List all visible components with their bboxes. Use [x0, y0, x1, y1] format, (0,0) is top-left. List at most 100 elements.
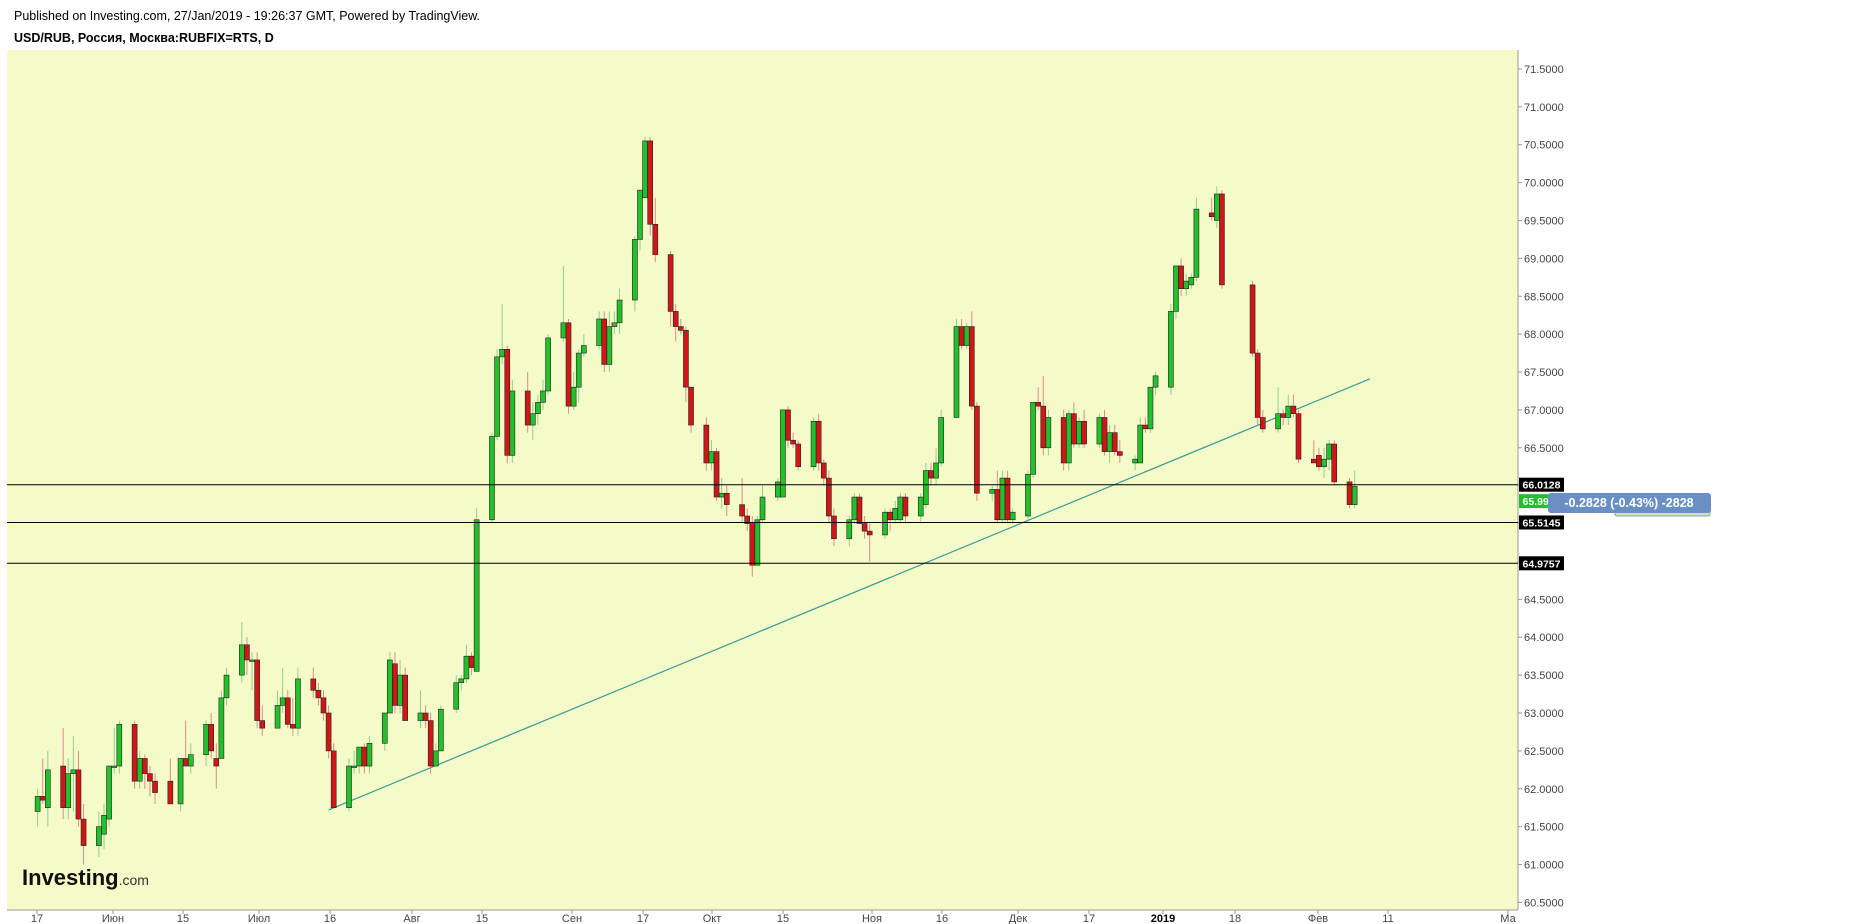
candle[interactable] — [1346, 478, 1353, 509]
candle[interactable] — [366, 735, 373, 774]
candle[interactable] — [177, 758, 184, 812]
candle[interactable] — [917, 493, 924, 524]
trend-line[interactable] — [328, 378, 1371, 811]
candle[interactable] — [1117, 440, 1123, 463]
candle[interactable] — [897, 493, 904, 524]
candle[interactable] — [509, 379, 516, 463]
candle[interactable] — [351, 750, 357, 774]
candle[interactable] — [1060, 409, 1067, 471]
candle[interactable] — [152, 773, 158, 804]
candle[interactable] — [616, 288, 623, 335]
candle[interactable] — [723, 485, 730, 516]
candle[interactable] — [1193, 197, 1200, 282]
candle[interactable] — [1249, 281, 1256, 357]
candle[interactable] — [647, 137, 653, 236]
candle[interactable] — [540, 379, 546, 410]
candle[interactable] — [504, 345, 511, 463]
candle[interactable] — [637, 189, 643, 251]
candle[interactable] — [795, 440, 802, 471]
candle[interactable] — [1025, 470, 1031, 520]
candle[interactable] — [116, 720, 123, 774]
candle[interactable] — [861, 515, 868, 539]
candle[interactable] — [565, 318, 572, 414]
candle[interactable] — [494, 349, 500, 441]
candle[interactable] — [652, 197, 659, 263]
candle[interactable] — [882, 508, 888, 539]
candle[interactable] — [422, 705, 429, 729]
candle[interactable] — [524, 372, 531, 433]
candle[interactable] — [535, 394, 541, 426]
candle[interactable] — [683, 326, 689, 403]
candle[interactable] — [1351, 470, 1358, 509]
candle[interactable] — [218, 690, 225, 759]
candle[interactable] — [545, 334, 551, 395]
candle[interactable] — [208, 712, 214, 759]
candle[interactable] — [45, 750, 51, 827]
candle[interactable] — [346, 758, 352, 812]
candle[interactable] — [330, 743, 337, 809]
candle[interactable] — [427, 712, 434, 774]
candle[interactable] — [1331, 440, 1338, 486]
candle[interactable] — [974, 402, 980, 501]
candle[interactable] — [831, 508, 837, 547]
candle[interactable] — [381, 712, 388, 751]
candle[interactable] — [790, 432, 796, 448]
candle[interactable] — [815, 413, 822, 471]
candle[interactable] — [244, 637, 250, 676]
candle[interactable] — [570, 372, 577, 410]
candle[interactable] — [167, 758, 174, 805]
candle[interactable] — [851, 493, 858, 524]
candle[interactable] — [111, 728, 117, 774]
candle[interactable] — [223, 667, 230, 706]
candle[interactable] — [999, 470, 1006, 524]
candle[interactable] — [606, 311, 613, 373]
candle[interactable] — [80, 803, 87, 865]
candle[interactable] — [34, 788, 41, 827]
candle[interactable] — [611, 311, 618, 335]
candle[interactable] — [254, 652, 260, 729]
candle[interactable] — [1275, 387, 1281, 433]
candle[interactable] — [458, 675, 465, 691]
candle[interactable] — [1030, 402, 1036, 479]
candle[interactable] — [1295, 409, 1302, 463]
candle[interactable] — [438, 705, 444, 752]
candle[interactable] — [856, 493, 863, 524]
candle[interactable] — [754, 515, 761, 566]
candle[interactable] — [65, 758, 72, 820]
candle[interactable] — [1065, 409, 1072, 471]
candle[interactable] — [785, 406, 791, 448]
candle[interactable] — [703, 417, 710, 471]
candle[interactable] — [739, 478, 745, 524]
candle[interactable] — [968, 311, 975, 410]
candle[interactable] — [938, 409, 944, 467]
candle[interactable] — [1035, 387, 1041, 410]
candle[interactable] — [1004, 470, 1011, 524]
candle[interactable] — [713, 447, 720, 501]
candle[interactable] — [96, 811, 102, 857]
candle[interactable] — [101, 803, 107, 850]
candle[interactable] — [1076, 417, 1082, 448]
candle[interactable] — [274, 690, 281, 729]
candle[interactable] — [432, 743, 439, 767]
candle[interactable] — [1178, 258, 1184, 297]
candle[interactable] — [1254, 349, 1261, 426]
candle[interactable] — [325, 705, 332, 759]
candle[interactable] — [953, 318, 960, 418]
plot-area[interactable] — [7, 50, 1518, 910]
candle[interactable] — [529, 402, 536, 441]
candle[interactable] — [963, 322, 970, 350]
candle[interactable] — [672, 303, 679, 342]
candle[interactable] — [310, 667, 317, 698]
candle[interactable] — [147, 766, 153, 797]
candle[interactable] — [688, 386, 694, 433]
candle[interactable] — [320, 690, 327, 721]
candle[interactable] — [1290, 394, 1297, 418]
candle[interactable] — [581, 334, 587, 357]
candle[interactable] — [678, 318, 684, 335]
candle[interactable] — [667, 250, 674, 327]
candle[interactable] — [810, 417, 817, 471]
candle[interactable] — [387, 652, 393, 714]
candle[interactable] — [315, 682, 322, 706]
candle[interactable] — [759, 485, 766, 524]
